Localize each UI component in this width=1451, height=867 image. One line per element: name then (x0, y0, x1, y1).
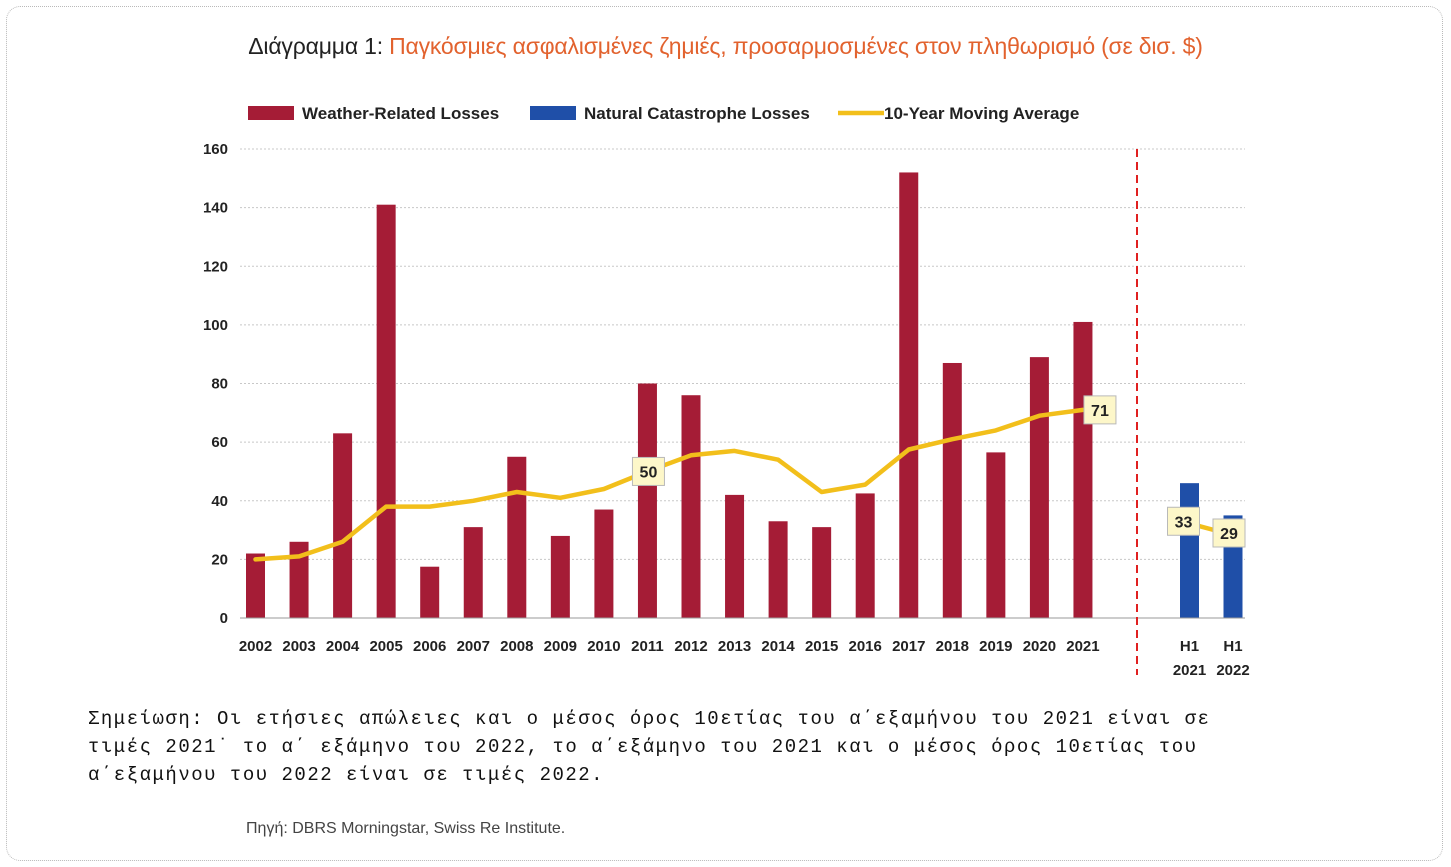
x-tick-label: 2014 (761, 638, 795, 655)
legend: Weather-Related Losses Natural Catastroph… (248, 104, 1079, 123)
legend-label: Natural Catastrophe Losses (584, 104, 810, 123)
bars (246, 172, 1243, 618)
weather-loss-bar (986, 452, 1006, 618)
x-tick-label: 2003 (282, 638, 315, 655)
data-label: 33 (1175, 514, 1193, 531)
x-tick-label: 2022 (1216, 662, 1249, 679)
x-tick-label: 2002 (239, 638, 272, 655)
data-label-box (631, 456, 665, 486)
legend-label: 10-Year Moving Average (884, 104, 1079, 123)
y-axis: 0 20 40 60 80 100 120 140 160 (203, 141, 228, 627)
x-tick-label: 2005 (369, 638, 402, 655)
y-tick-label: 0 (220, 610, 228, 627)
legend-box-swatch (248, 106, 294, 120)
weather-loss-bar (376, 204, 396, 618)
x-tick-label: 2011 (631, 638, 664, 655)
data-label-box (1083, 395, 1117, 425)
chart-source: Πηγή: DBRS Morningstar, Swiss Re Institu… (246, 820, 566, 837)
y-tick-label: 120 (203, 258, 228, 275)
weather-loss-bar (246, 553, 265, 618)
x-tick-label: 2006 (413, 638, 446, 655)
data-label: 50 (640, 464, 658, 481)
weather-loss-bar (550, 535, 570, 618)
weather-loss-bar (594, 509, 614, 618)
weather-loss-bar (333, 433, 353, 618)
weather-loss-bar (463, 527, 483, 618)
x-tick-label: 2009 (544, 638, 577, 655)
weather-loss-bar (942, 362, 962, 618)
x-tick-label: 2021 (1173, 662, 1206, 679)
chart-frame (6, 6, 1443, 861)
y-tick-label: 100 (203, 317, 228, 334)
x-tick-label: 2004 (326, 638, 360, 655)
data-label-box (1167, 506, 1200, 536)
x-tick-label: 2012 (674, 638, 707, 655)
weather-loss-bar (637, 383, 657, 618)
weather-loss-bar (768, 521, 788, 618)
y-tick-label: 80 (211, 376, 228, 393)
data-label: 71 (1091, 403, 1109, 420)
weather-loss-bar (1029, 357, 1049, 618)
x-tick-label: H1 (1223, 638, 1242, 655)
x-tick-label: 2019 (979, 638, 1012, 655)
x-tick-label: 2013 (718, 638, 751, 655)
x-tick-label: 2021 (1066, 638, 1099, 655)
chart-title-main: Παγκόσμιες ασφαλισμένες ζημιές, προσαρμο… (389, 33, 1203, 59)
data-labels: 50 71 33 29 (631, 395, 1246, 548)
chart-title: Διάγραμμα 1: Παγκόσμιες ασφαλισμένες ζημ… (0, 33, 1451, 60)
y-tick-label: 140 (203, 200, 228, 217)
x-tick-label: H1 (1180, 638, 1199, 655)
y-tick-label: 60 (211, 434, 228, 451)
y-tick-label: 40 (211, 493, 228, 510)
x-tick-label: 2016 (849, 638, 882, 655)
weather-loss-bar (725, 494, 745, 618)
y-tick-label: 160 (203, 141, 228, 158)
weather-loss-bar (420, 566, 440, 618)
natcat-loss-bar (1180, 483, 1199, 618)
data-label-box (1212, 518, 1246, 548)
weather-loss-bar (899, 172, 919, 618)
x-tick-label: 2015 (805, 638, 838, 655)
x-tick-label: 2007 (457, 638, 490, 655)
weather-loss-bar (507, 456, 527, 618)
y-tick-label: 20 (211, 551, 228, 568)
x-tick-label: 2018 (936, 638, 969, 655)
x-tick-label: 2020 (1023, 638, 1056, 655)
chart-title-prefix: Διάγραμμα 1: (248, 33, 390, 59)
moving-average-line (253, 407, 1086, 562)
chart-svg: Weather-Related Losses Natural Catastroph… (203, 104, 1250, 679)
weather-loss-bar (855, 493, 875, 618)
legend-box-swatch (530, 106, 576, 120)
x-axis: 2002 2003 2004 2005 2006 2007 2008 2009 2010 2011… (239, 149, 1250, 679)
weather-loss-bar (812, 527, 832, 618)
legend-label: Weather-Related Losses (302, 104, 499, 123)
x-tick-label: 2008 (500, 638, 533, 655)
x-tick-label: 2017 (892, 638, 925, 655)
x-tick-label: 2010 (587, 638, 620, 655)
data-label: 29 (1220, 526, 1238, 543)
weather-loss-bar (289, 541, 309, 618)
weather-loss-bar (681, 395, 701, 618)
weather-loss-bar (1073, 321, 1093, 618)
chart-note: Σημείωση: Οι ετήσιες απώλειες και ο μέσο… (88, 708, 1211, 786)
